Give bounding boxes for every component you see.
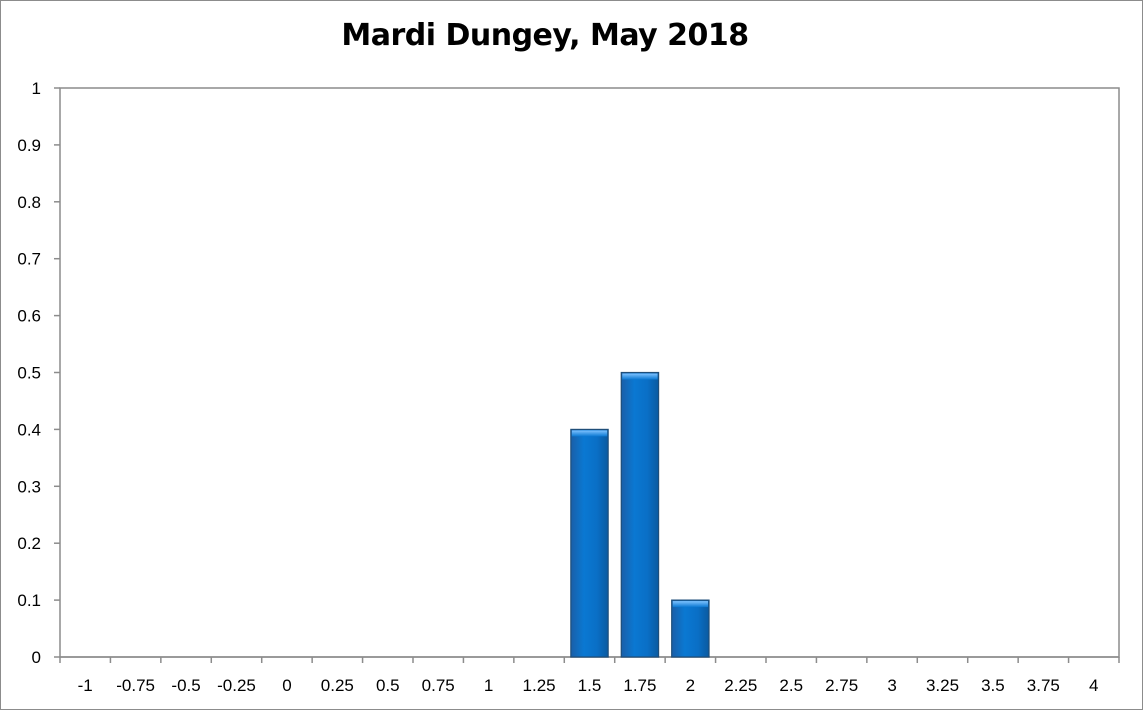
x-tick-label: 1.5 (578, 676, 602, 695)
x-tick-label: 0 (282, 676, 291, 695)
y-tick-label: 0.5 (17, 364, 41, 383)
bar (620, 371, 660, 658)
x-tick-label: 3.25 (926, 676, 959, 695)
x-tick-label: 3 (887, 676, 896, 695)
bar-body (671, 599, 710, 658)
x-tick-label: 2.25 (724, 676, 757, 695)
y-tick-label: 0.2 (17, 534, 41, 553)
y-tick-label: 0.8 (17, 193, 41, 212)
y-tick-label: 0.7 (17, 250, 41, 269)
y-tick-label: 0.1 (17, 591, 41, 610)
x-tick-label: 4 (1089, 676, 1098, 695)
bars (570, 371, 710, 658)
y-tick-label: 0.6 (17, 307, 41, 326)
x-tick-label: 1 (484, 676, 493, 695)
x-tick-label: 0.5 (376, 676, 400, 695)
x-tick-label: -0.75 (116, 676, 155, 695)
y-tick-label: 1 (32, 79, 41, 98)
x-tick-label: -0.25 (217, 676, 256, 695)
y-tick-label: 0.9 (17, 136, 41, 155)
bar-highlight (672, 601, 709, 608)
x-tick-label: 2.75 (825, 676, 858, 695)
bar-highlight (622, 373, 658, 380)
x-tick-label: 3.75 (1027, 676, 1060, 695)
x-tick-label: -1 (78, 676, 93, 695)
x-tick-label: 0.75 (422, 676, 455, 695)
x-axis: -1 -0.75 -0.5 -0.25 0 0.25 0.5 0.75 1 1.25 1.5 1.75… (59, 656, 1120, 695)
bar (570, 428, 609, 658)
bar (671, 599, 710, 658)
x-tick-label: 1.25 (523, 676, 556, 695)
y-tick-label: 0.4 (17, 420, 41, 439)
y-axis: 0 0.1 0.2 0.3 0.4 0.5 0.6 0.7 0.8 0.9 1 (17, 79, 60, 667)
x-tick-label: -0.5 (171, 676, 200, 695)
x-tick-label: 2 (686, 676, 695, 695)
bar-body (620, 371, 660, 658)
x-tick-label: 3.5 (981, 676, 1005, 695)
bar-highlight (571, 430, 608, 437)
y-tick-label: 0.3 (17, 477, 41, 496)
x-tick-label: 1.75 (623, 676, 656, 695)
bar-body (570, 428, 609, 658)
x-tick-label: 0.25 (321, 676, 354, 695)
y-tick-label: 0 (32, 648, 41, 667)
chart-title: Mardi Dungey, May 2018 (341, 18, 749, 53)
x-tick-label: 2.5 (779, 676, 803, 695)
